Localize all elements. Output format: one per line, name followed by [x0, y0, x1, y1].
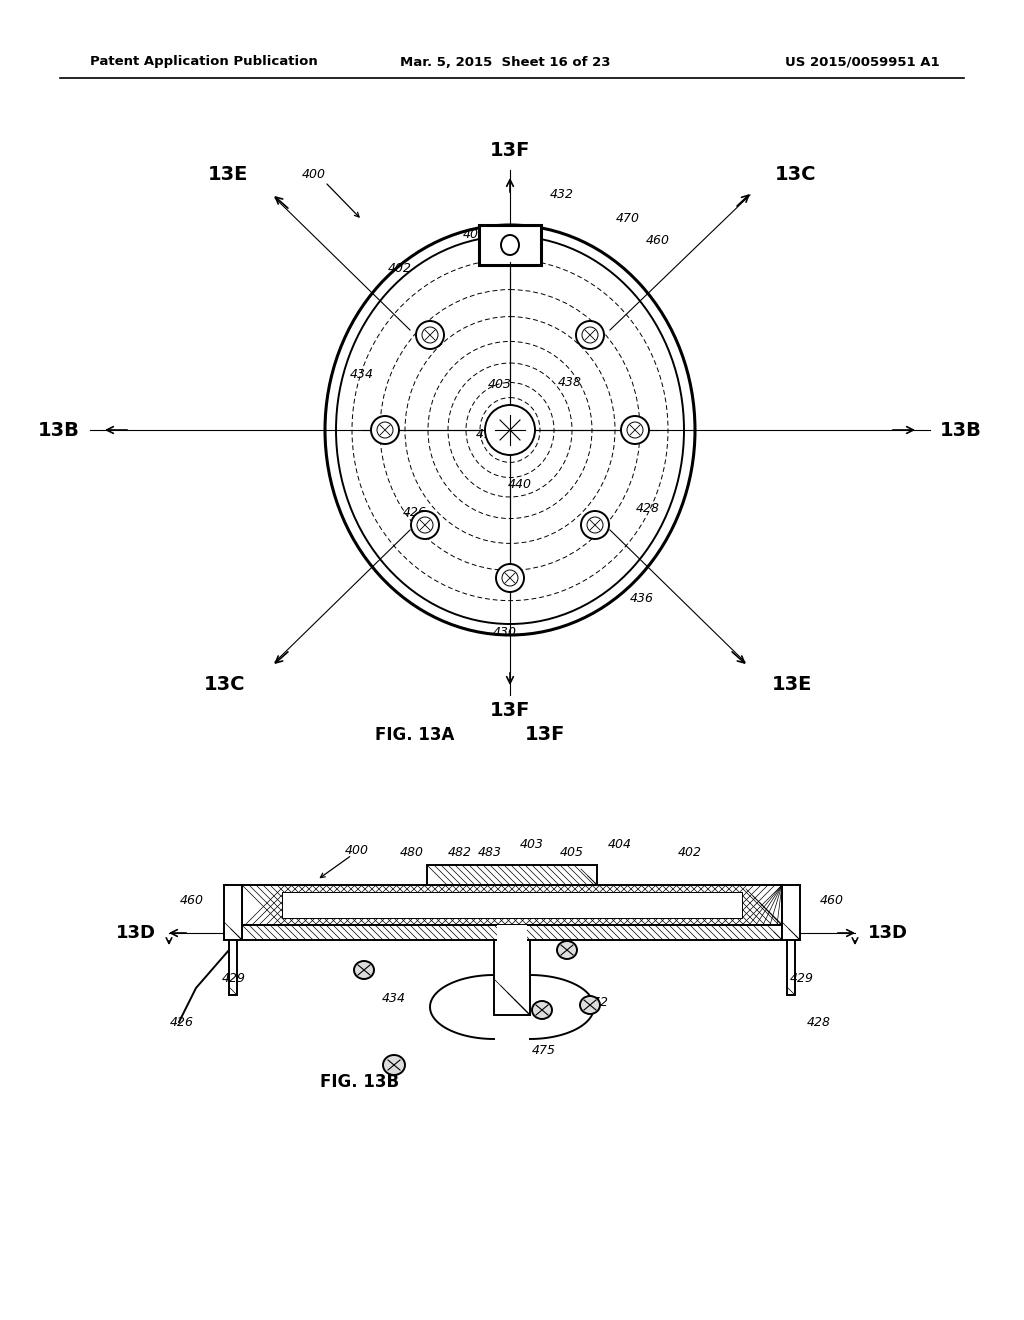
Circle shape [581, 511, 609, 539]
Bar [224, 884, 242, 940]
Text: 438: 438 [558, 375, 582, 388]
Text: 13B: 13B [940, 421, 982, 440]
Text: 434: 434 [382, 991, 406, 1005]
Ellipse shape [580, 997, 600, 1014]
Text: 460: 460 [180, 894, 204, 907]
Bar [479, 224, 541, 265]
Text: 440: 440 [508, 479, 532, 491]
Circle shape [371, 416, 399, 444]
Text: 13F: 13F [489, 701, 530, 719]
Text: 429: 429 [222, 972, 246, 985]
Text: 470: 470 [616, 211, 640, 224]
Bar [242, 884, 782, 925]
Text: 426: 426 [170, 1015, 194, 1028]
Text: 13F: 13F [525, 726, 565, 744]
Circle shape [416, 321, 444, 348]
Text: Patent Application Publication: Patent Application Publication [90, 55, 317, 69]
Bar [427, 865, 597, 884]
Text: 13E: 13E [208, 165, 248, 185]
Bar [242, 925, 782, 940]
Text: 13D: 13D [116, 924, 156, 942]
Text: 432: 432 [550, 189, 574, 202]
Text: 402: 402 [678, 846, 702, 858]
Text: 13C: 13C [775, 165, 816, 185]
Text: 13F: 13F [489, 140, 530, 160]
Text: 475: 475 [476, 429, 500, 441]
Text: 405: 405 [560, 846, 584, 858]
Ellipse shape [354, 961, 374, 979]
Text: 403: 403 [488, 379, 512, 392]
Text: FIG. 13A: FIG. 13A [376, 726, 455, 744]
Text: 482: 482 [449, 846, 472, 858]
Circle shape [496, 564, 524, 591]
Text: 13B: 13B [38, 421, 80, 440]
Circle shape [411, 511, 439, 539]
Text: 402: 402 [388, 261, 412, 275]
Circle shape [621, 416, 649, 444]
Text: 13D: 13D [868, 924, 908, 942]
Ellipse shape [383, 1055, 406, 1074]
Text: 434: 434 [350, 368, 374, 381]
Text: 428: 428 [807, 1015, 831, 1028]
Bar [229, 940, 237, 995]
Text: 472: 472 [585, 995, 609, 1008]
Text: 483: 483 [478, 846, 502, 858]
Text: 13E: 13E [772, 676, 812, 694]
Bar [282, 892, 742, 917]
Text: 428: 428 [636, 502, 660, 515]
Ellipse shape [532, 1001, 552, 1019]
Bar [497, 925, 527, 942]
Text: 404: 404 [463, 227, 487, 240]
Text: 480: 480 [400, 846, 424, 858]
Circle shape [575, 321, 604, 348]
Text: 426: 426 [403, 506, 427, 519]
Text: 403: 403 [520, 838, 544, 851]
Text: 404: 404 [608, 838, 632, 851]
Text: Mar. 5, 2015  Sheet 16 of 23: Mar. 5, 2015 Sheet 16 of 23 [400, 55, 610, 69]
Text: 429: 429 [790, 972, 814, 985]
Text: 400: 400 [302, 169, 326, 181]
Text: 475: 475 [532, 1044, 556, 1056]
Text: 436: 436 [630, 591, 654, 605]
Text: 430: 430 [493, 626, 517, 639]
Circle shape [485, 405, 535, 455]
Text: 460: 460 [820, 894, 844, 907]
Bar [787, 940, 795, 995]
Ellipse shape [557, 941, 577, 960]
Bar [494, 940, 530, 1015]
Text: 460: 460 [646, 234, 670, 247]
Text: 400: 400 [345, 843, 369, 857]
Text: US 2015/0059951 A1: US 2015/0059951 A1 [785, 55, 940, 69]
Text: FIG. 13B: FIG. 13B [321, 1073, 399, 1092]
Bar [782, 884, 800, 940]
Text: 13C: 13C [204, 676, 245, 694]
